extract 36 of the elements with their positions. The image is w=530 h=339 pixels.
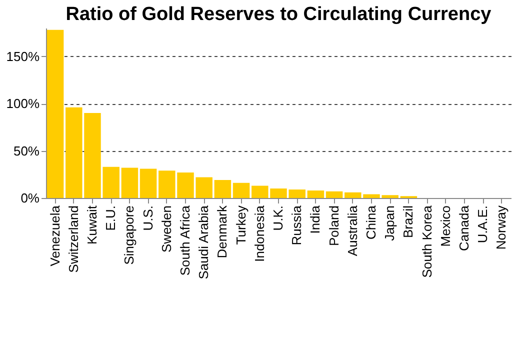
- bar: [140, 168, 157, 198]
- chart-title: Ratio of Gold Reserves to Circulating Currency: [66, 4, 492, 25]
- x-tick-label: Poland: [326, 206, 342, 246]
- x-tick-label: E.U.: [103, 206, 118, 231]
- x-tick-label: Norway: [494, 205, 509, 250]
- x-tick-label: India: [308, 204, 323, 234]
- x-tick-label: Saudi Arabia: [196, 204, 212, 280]
- x-tick-label: Singapore: [122, 206, 137, 265]
- x-tick-label: U.S.: [140, 206, 156, 231]
- y-tick-label: 50%: [13, 143, 40, 158]
- x-tick-label: Venezuela: [47, 204, 62, 266]
- bar: [307, 190, 324, 198]
- x-tick-label: Denmark: [214, 205, 230, 258]
- x-tick-label: Russia: [289, 204, 304, 246]
- x-tick-label: Switzerland: [66, 206, 81, 273]
- x-tick-label: Mexico: [438, 206, 453, 247]
- y-tick-label: 0%: [20, 190, 40, 206]
- y-tick-label: 100%: [6, 96, 40, 112]
- x-tick-label: Sweden: [158, 206, 174, 252]
- x-tick-label: China: [364, 204, 378, 240]
- x-tick-label: Turkey: [233, 205, 248, 245]
- bar: [232, 182, 250, 198]
- y-tick-label: 150%: [6, 48, 40, 64]
- bar: [326, 191, 343, 198]
- x-tick-label: South Africa: [178, 204, 192, 276]
- x-tick-label: U.K.: [270, 206, 286, 231]
- x-tick-label: Japan: [382, 206, 398, 241]
- x-tick-label: Brazil: [400, 205, 416, 238]
- x-tick-label: Canada: [456, 204, 472, 252]
- x-tick-label: Kuwait: [84, 205, 100, 245]
- bar: [214, 180, 232, 198]
- x-tick-label: South Korea: [419, 204, 434, 278]
- x-tick-label: U.A.E.: [475, 206, 490, 244]
- bar: [121, 168, 138, 198]
- x-tick-label: Indonesia: [252, 204, 267, 262]
- x-tick-label: Australia: [344, 204, 360, 256]
